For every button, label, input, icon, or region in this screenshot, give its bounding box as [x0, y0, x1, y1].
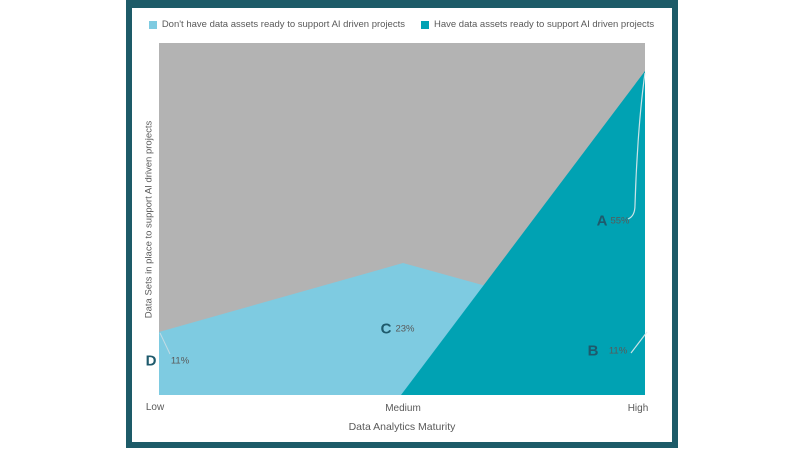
x-tick-low: Low	[145, 402, 165, 413]
annotation-value-c: 23%	[395, 323, 415, 335]
chart-legend: Don't have data assets ready to support …	[131, 19, 672, 30]
annotation-letter-a: A	[596, 212, 608, 230]
legend-item-have: Have data assets ready to support AI dri…	[420, 19, 655, 30]
x-tick-medium: Medium	[385, 403, 421, 414]
annotation-letter-b: B	[587, 342, 599, 360]
legend-item-dont-have: Don't have data assets ready to support …	[148, 19, 405, 30]
annotation-value-d: 11%	[170, 355, 190, 367]
annotation-letter-d: D	[145, 352, 157, 370]
x-axis-title: Data Analytics Maturity	[348, 421, 456, 433]
x-tick-high: High	[627, 403, 649, 414]
legend-swatch-have-icon	[420, 20, 429, 29]
legend-label-dont-have: Don't have data assets ready to support …	[161, 19, 405, 30]
annotation-value-a: 55%	[610, 215, 630, 227]
y-axis-title: Data Sets in place to support AI driven …	[143, 120, 155, 319]
annotation-value-b: 11%	[608, 345, 628, 357]
annotation-letter-c: C	[380, 320, 392, 338]
legend-label-have: Have data assets ready to support AI dri…	[433, 19, 655, 30]
legend-swatch-dont-have-icon	[148, 20, 157, 29]
chart-frame	[126, 0, 678, 448]
